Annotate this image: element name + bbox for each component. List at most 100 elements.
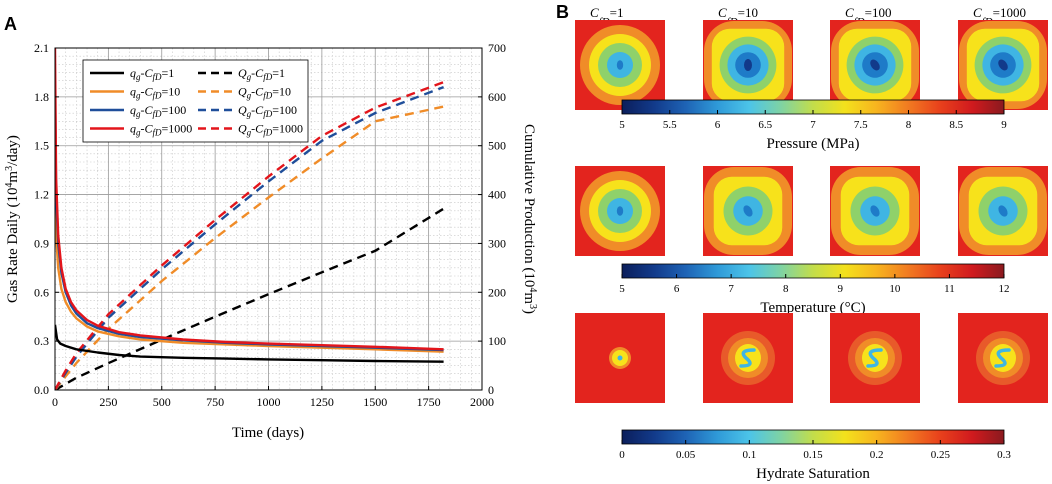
y-left-tick-label: 0.3 xyxy=(34,334,49,348)
legend-label: qg-CfD=1000 xyxy=(130,122,192,138)
rate-curve-q-g-c-fd-1 xyxy=(55,324,444,363)
x-tick-label: 500 xyxy=(153,395,171,409)
cumulative-curve-q-g-c-fd-1 xyxy=(55,207,445,390)
contour-level xyxy=(870,59,880,71)
colorbar-tick-label: 0.3 xyxy=(997,449,1011,461)
y-right-tick-label: 400 xyxy=(488,188,506,202)
y-right-tick-label: 300 xyxy=(488,236,506,250)
legend-label: Qg-CfD=10 xyxy=(238,85,291,101)
colorbar-tick-label: 0.15 xyxy=(803,449,823,461)
colorbar-tick-label: 10 xyxy=(889,283,901,295)
y-left-tick-label: 1.8 xyxy=(34,90,49,104)
colorbar-tick-label: 8.5 xyxy=(949,119,963,131)
x-tick-label: 2000 xyxy=(470,395,494,409)
colorbar-tick-label: 0.25 xyxy=(931,449,951,461)
colorbar-tick-label: 6 xyxy=(715,119,721,131)
contour-map xyxy=(830,166,920,256)
colorbar xyxy=(621,263,1005,279)
colorbar-tick-label: 11 xyxy=(944,283,955,295)
legend-label: qg-CfD=10 xyxy=(130,85,180,101)
colorbar-tick-label: 6 xyxy=(674,283,680,295)
y-right-tick-label: 600 xyxy=(488,90,506,104)
y-right-tick-label: 100 xyxy=(488,334,506,348)
panel-a-letter: A xyxy=(4,14,17,34)
contour-level xyxy=(616,60,624,70)
y-left-tick-label: 1.2 xyxy=(34,188,49,202)
contour-map xyxy=(958,166,1048,256)
contour-row: 5 5.5 6 6.5 7 7.5 8 8.5 9 Pressure (MPa) xyxy=(575,20,1048,152)
contour-map xyxy=(703,313,793,403)
colorbar-tick-label: 9 xyxy=(1001,119,1007,131)
y-right-axis-label: Cumulative Production (104m3) xyxy=(521,124,538,314)
contour-level xyxy=(743,205,753,217)
contour-level xyxy=(870,205,880,217)
contour-level xyxy=(866,348,883,368)
y-left-tick-label: 0.9 xyxy=(34,236,49,250)
contour-row: 0 0.05 0.1 0.15 0.2 0.25 0.3 Hydrate Saturation xyxy=(575,313,1048,482)
x-tick-label: 250 xyxy=(99,395,117,409)
x-axis-label: Time (days) xyxy=(232,425,304,441)
tick-labels: 0 250 500 750 1000 1250 1500 1750 20000.00.30.60… xyxy=(34,41,506,409)
contour-level xyxy=(617,355,623,361)
x-tick-label: 1250 xyxy=(310,395,334,409)
colorbar-tick-label: 7.5 xyxy=(854,119,868,131)
colorbar-tick-label: 7 xyxy=(810,119,816,131)
colorbar-tick-label: 0.05 xyxy=(676,449,696,461)
x-tick-label: 750 xyxy=(206,395,224,409)
legend-label: Qg-CfD=1 xyxy=(238,66,285,82)
contour-level xyxy=(994,348,1011,368)
y-right-tick-label: 200 xyxy=(488,285,506,299)
y-right-tick-label: 0 xyxy=(488,383,494,397)
contour-level xyxy=(616,206,624,216)
y-right-tick-label: 500 xyxy=(488,139,506,153)
y-left-tick-label: 2.1 xyxy=(34,41,49,55)
legend-label: Qg-CfD=100 xyxy=(238,103,297,119)
contour-level xyxy=(744,59,752,71)
legend-label: qg-CfD=100 xyxy=(130,103,186,119)
colorbar-label: Hydrate Saturation xyxy=(756,466,870,482)
panel-a-chart: 0 250 500 750 1000 1250 1500 1750 20000.00.30.60… xyxy=(4,41,538,441)
rate-curve-q-g-c-fd-10 xyxy=(55,186,444,353)
contour-level xyxy=(998,59,1008,71)
curves xyxy=(55,48,445,390)
colorbar-tick-label: 9 xyxy=(838,283,844,295)
contour-level xyxy=(998,205,1008,217)
contour-row: 5 6 7 8 9 10 11 12 Temperature (°C) xyxy=(575,166,1048,316)
y-left-axis-label: Gas Rate Daily (104m3/day) xyxy=(4,135,21,303)
colorbar-tick-label: 0.2 xyxy=(870,449,884,461)
contour-map xyxy=(575,166,665,256)
colorbar-tick-label: 8 xyxy=(906,119,912,131)
contour-map xyxy=(575,20,665,110)
colorbar-tick-label: 7 xyxy=(728,283,734,295)
colorbar-tick-label: 12 xyxy=(999,283,1010,295)
x-tick-label: 1000 xyxy=(257,395,281,409)
legend: qg-CfD=1 Qg-CfD=1 qg-CfD=10 Qg-CfD=10 qg-CfD… xyxy=(82,59,309,143)
colorbar-tick-label: 8 xyxy=(783,283,789,295)
panel-b-contours: CfD=1CfD=10CfD=100CfD=100055.566.577.588… xyxy=(575,5,1048,482)
contour-map xyxy=(575,313,665,403)
contour-map xyxy=(958,313,1048,403)
contour-map xyxy=(703,166,793,256)
contour-map xyxy=(830,20,920,110)
colorbar-tick-label: 0.1 xyxy=(742,449,756,461)
colorbar-tick-label: 5.5 xyxy=(663,119,677,131)
legend-label: Qg-CfD=1000 xyxy=(238,122,303,138)
y-left-tick-label: 1.5 xyxy=(34,139,49,153)
y-left-tick-label: 0.6 xyxy=(34,285,49,299)
cumulative-curve-q-g-c-fd-1000 xyxy=(55,81,445,390)
y-left-tick-label: 0.0 xyxy=(34,383,49,397)
x-tick-label: 0 xyxy=(52,395,58,409)
cumulative-curve-q-g-c-fd-100 xyxy=(55,85,445,390)
x-tick-label: 1750 xyxy=(417,395,441,409)
contour-level xyxy=(739,348,756,368)
colorbar-tick-label: 0 xyxy=(619,449,625,461)
panel-b-letter: B xyxy=(556,2,569,22)
rate-curve-q-g-c-fd-1000 xyxy=(55,48,444,351)
contour-map xyxy=(703,20,793,110)
legend-label: qg-CfD=1 xyxy=(130,66,174,82)
contour-map xyxy=(830,313,920,403)
contour-map xyxy=(958,20,1048,110)
colorbar-tick-label: 5 xyxy=(619,119,625,131)
colorbar-tick-label: 5 xyxy=(619,283,625,295)
